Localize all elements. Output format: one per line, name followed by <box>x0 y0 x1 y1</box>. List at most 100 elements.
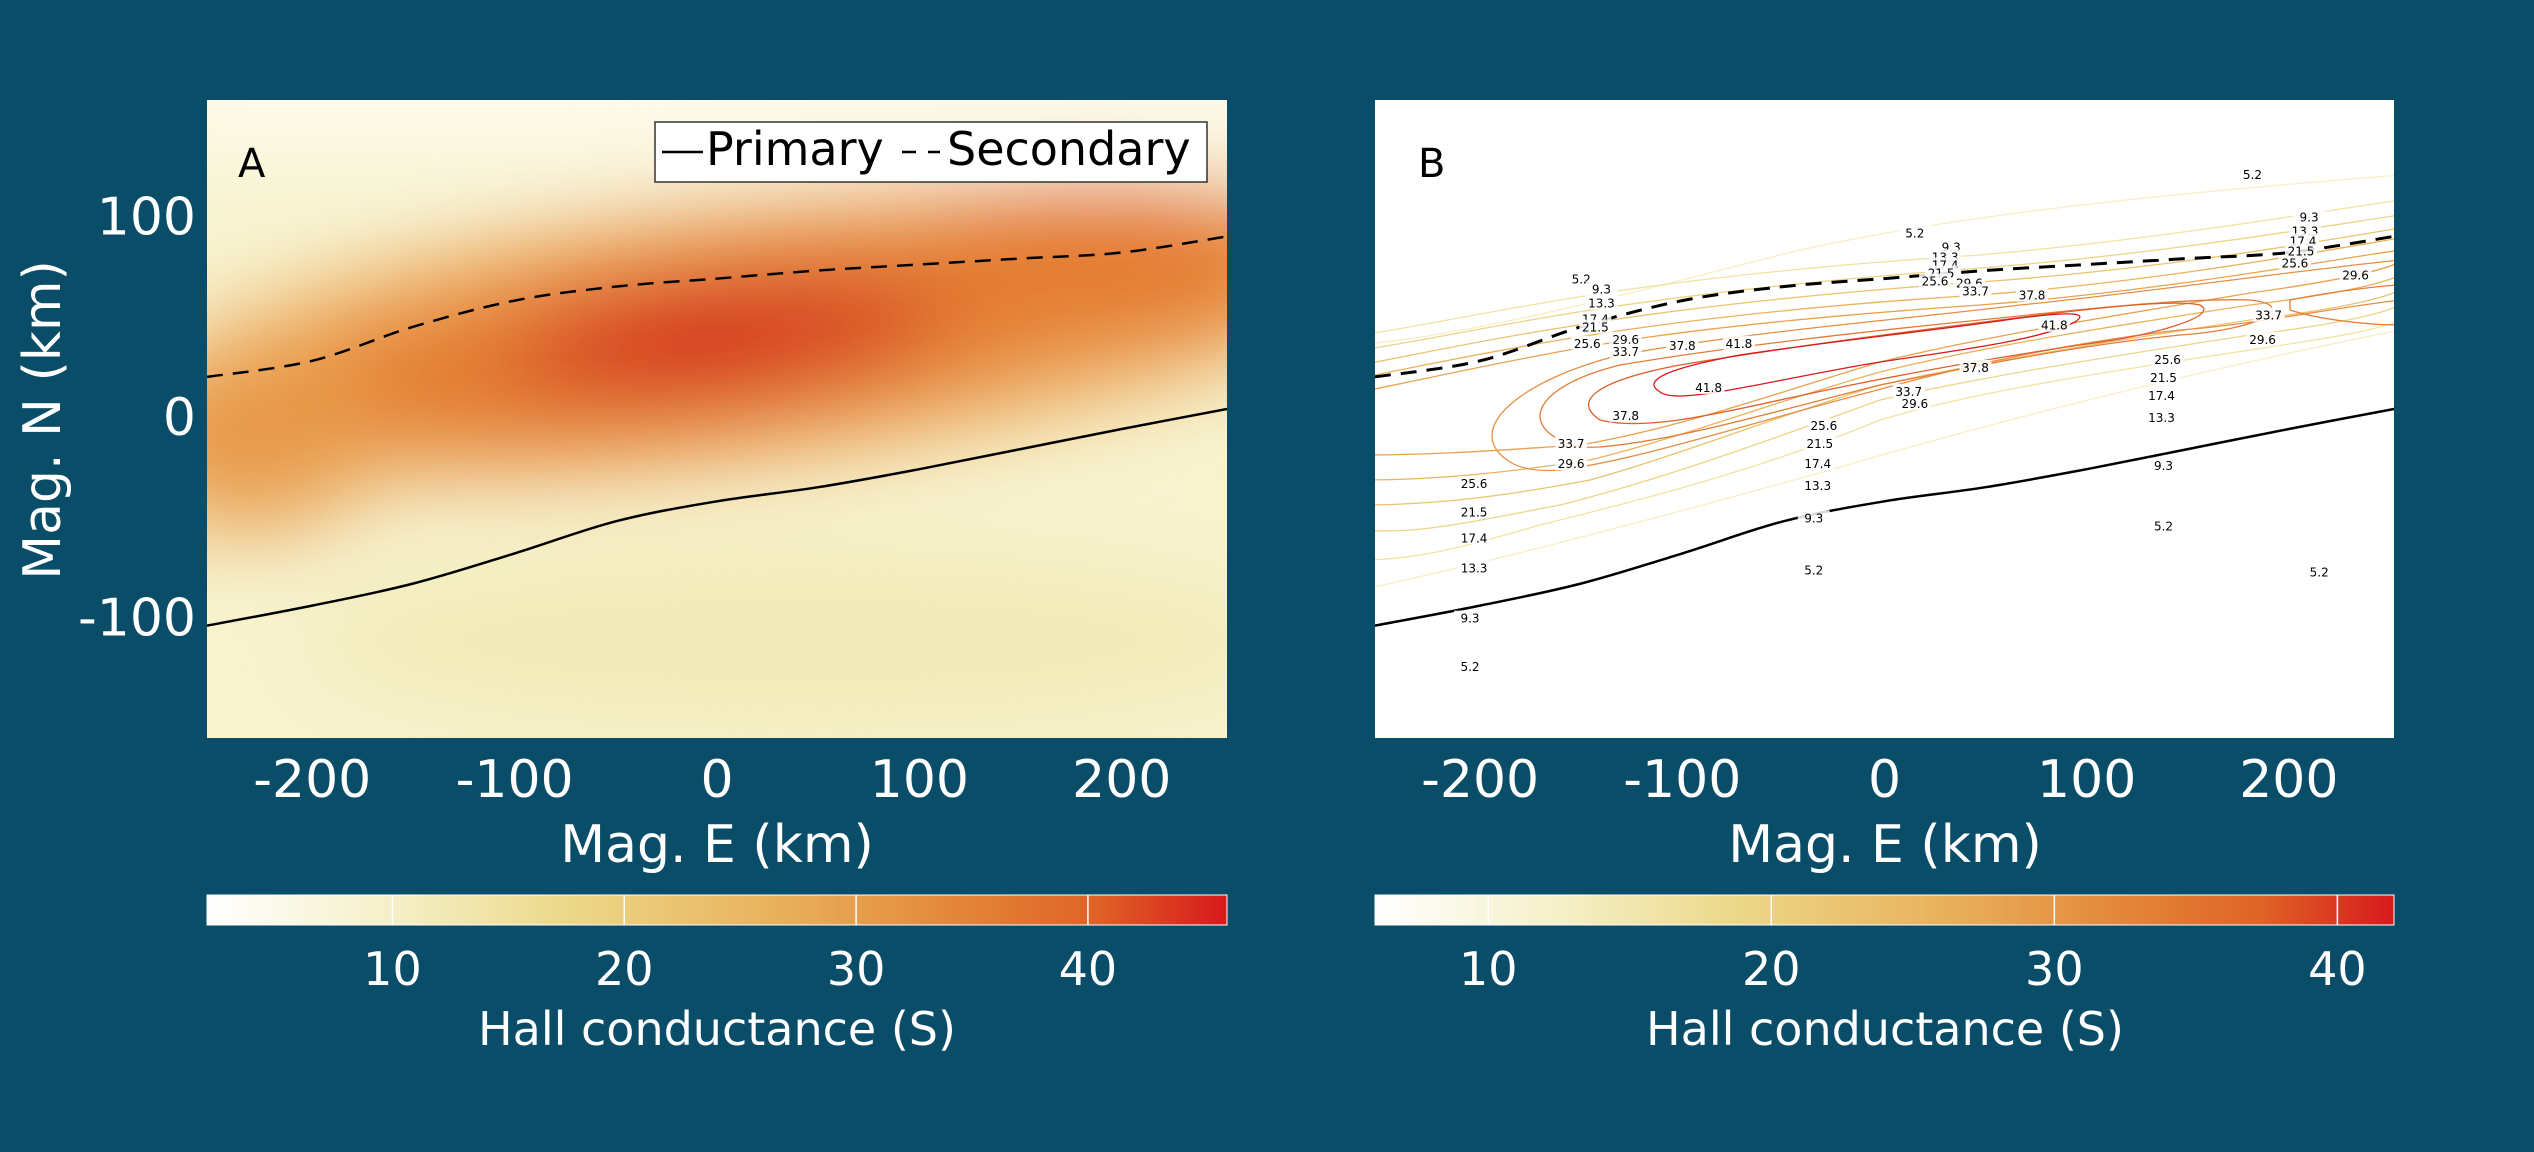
panel-b-contours: 5.29.313.317.421.525.6 29.633.7 37.8 41.837… <box>1375 167 2394 674</box>
x-tick-label: -100 <box>456 750 574 810</box>
contour-label-bg <box>1454 610 1487 625</box>
legend-primary-label: Primary <box>706 122 884 176</box>
x-tick-label: 200 <box>2239 750 2338 810</box>
legend: Primary Secondary <box>654 121 1208 183</box>
contour-label-bg <box>2147 518 2180 533</box>
contour-label: 5.2 <box>2310 565 2329 579</box>
contour-label-bg <box>1898 225 1931 240</box>
contour-label-bg <box>1797 510 1830 525</box>
secondary-line-a <box>207 235 1227 379</box>
contour-label-bg <box>1585 281 1618 296</box>
contour-label-bg <box>1722 335 1755 350</box>
heat-lower-pale <box>300 550 1227 730</box>
x-tick-label: -100 <box>1623 750 1741 810</box>
colorbar-b-label: Hall conductance (S) <box>1646 1002 2124 1056</box>
contour-label-bg <box>2293 209 2326 224</box>
heat-band-right <box>910 180 1227 340</box>
contour-25-6 <box>1375 250 2394 456</box>
colorbar-tick-label: 10 <box>1459 942 1518 996</box>
contour-label-bg <box>1959 283 1992 298</box>
secondary-line-b <box>1375 234 2394 379</box>
colorbar-tick-label: 30 <box>827 942 886 996</box>
colorbar-tick-label: 40 <box>1059 942 1118 996</box>
x-tick-label: -200 <box>253 750 371 810</box>
contour-label: 37.8 <box>2019 289 2046 303</box>
x-tick-label: -200 <box>1421 750 1539 810</box>
contour-label: 37.8 <box>1962 361 1989 375</box>
contour-label: 9.3 <box>1592 283 1611 297</box>
contour-label-bg <box>2246 331 2279 346</box>
contour-label-bg <box>2252 307 2285 322</box>
contour-label-bg <box>1892 383 1925 398</box>
x-tick-label: 200 <box>1072 750 1171 810</box>
x-tick-label: 0 <box>700 750 733 810</box>
colorbar-tick-label: 20 <box>595 942 654 996</box>
contour-label: 33.7 <box>1962 285 1989 299</box>
colorbar-b-ticks: 10 20 30 40 <box>1459 895 2367 996</box>
contour-label: 21.5 <box>1806 437 1833 451</box>
contour-label-bg <box>2147 369 2180 384</box>
panel-b-label: B <box>1418 141 1445 187</box>
contour-label: 21.5 <box>2150 371 2177 385</box>
colorbar-a-label: Hall conductance (S) <box>478 1002 956 1056</box>
panel-a: A Primary Secondary -200 -100 0 100 200 100 0… <box>13 100 1228 1056</box>
panel-a-xticks: -200 -100 0 100 200 <box>253 750 1171 810</box>
contour-label-bg <box>2016 287 2049 302</box>
contour-label-bg <box>2145 410 2178 424</box>
contour-label: 17.4 <box>1461 531 1488 545</box>
x-tick-label: 100 <box>2037 750 2136 810</box>
contour-label-bg <box>1807 418 1840 433</box>
colorbar-tick-label: 10 <box>363 942 422 996</box>
contour-label: 33.7 <box>1612 345 1639 359</box>
panel-b-xlabel: Mag. E (km) <box>1728 815 2042 875</box>
contour-label: 5.2 <box>1460 660 1479 674</box>
contour-17-4 <box>1375 228 2394 506</box>
contour-label: 25.6 <box>2154 353 2181 367</box>
contour-label-bg <box>1609 407 1642 422</box>
contour-label-bg <box>2151 351 2184 366</box>
x-tick-label: 100 <box>870 750 969 810</box>
contour-label: 21.5 <box>1461 505 1488 519</box>
contour-label-bg <box>1959 359 1992 374</box>
contour-label-bg <box>1555 436 1588 451</box>
contour-label: 25.6 <box>1810 419 1837 433</box>
contour-label: 17.4 <box>1804 457 1831 471</box>
contour-label: 25.6 <box>1574 337 1601 351</box>
y-tick-label: 100 <box>97 187 196 247</box>
contour-label: 25.6 <box>2282 257 2309 271</box>
contour-label-bg <box>1609 343 1642 358</box>
contour-label-bg <box>1458 560 1491 575</box>
contour-label: 29.6 <box>1612 333 1639 347</box>
heat-band-left <box>207 350 380 530</box>
colorbar-b <box>1374 894 2395 926</box>
panel-a-yticks: 100 0 -100 <box>78 187 196 648</box>
contour-labels: 5.29.313.317.421.525.6 29.633.7 37.8 41.837… <box>1454 167 2372 674</box>
contour-label-bg <box>1898 395 1931 410</box>
colorbar-a <box>206 894 1228 926</box>
contour-label: 33.7 <box>2255 309 2282 323</box>
contour-label-bg <box>2038 317 2071 332</box>
contour-label: 9.3 <box>1804 511 1823 525</box>
contour-label-bg <box>2303 564 2336 579</box>
contour-label-bg <box>1585 295 1618 310</box>
contour-label: 29.6 <box>2249 333 2276 347</box>
heat-core-peak <box>610 313 790 377</box>
contour-label: 5.2 <box>2243 168 2262 182</box>
panel-b: 5.29.313.317.421.525.6 29.633.7 37.8 41.837… <box>1374 100 2395 1056</box>
contour-label: 9.3 <box>1460 612 1479 626</box>
panel-b-xticks: -200 -100 0 100 200 <box>1421 750 2338 810</box>
contour-label-bg <box>1555 456 1588 471</box>
contour-label-bg <box>1666 337 1699 352</box>
contour-label: 29.6 <box>2342 269 2369 283</box>
contour-label-bg <box>2284 243 2317 258</box>
contour-label-bg <box>1458 476 1491 491</box>
contour-label: 21.5 <box>1582 321 1609 335</box>
contour-label-bg <box>2339 267 2372 282</box>
contour-label-bg <box>2145 387 2178 402</box>
panel-a-heatmap <box>207 100 1227 730</box>
contour-label: 9.3 <box>2300 210 2319 224</box>
colorbar-tick-label: 30 <box>2025 942 2084 996</box>
contour-label-bg <box>1801 456 1834 471</box>
contour-label: 33.7 <box>1558 437 1585 451</box>
